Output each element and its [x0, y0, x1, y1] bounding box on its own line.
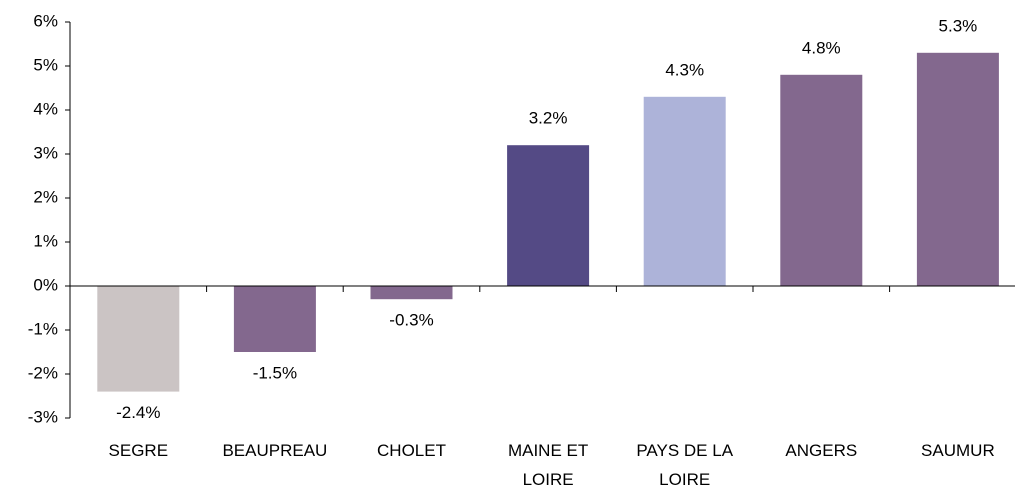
y-tick-label: 0% [33, 275, 58, 294]
x-tick-label: PAYS DE LA LOIRE [636, 441, 734, 486]
x-tick-label: CHOLET [377, 441, 446, 460]
bar [97, 286, 180, 392]
y-tick-label: 4% [33, 99, 58, 118]
data-label: 4.3% [665, 60, 704, 79]
y-tick-label: 2% [33, 187, 58, 206]
x-tick-label: ANGERS [785, 441, 858, 460]
y-tick-label: -2% [28, 363, 58, 382]
y-tick-label: -1% [28, 319, 58, 338]
x-tick-label: SAUMUR [921, 441, 995, 460]
data-label: -2.4% [116, 403, 160, 422]
x-tick-label: BEAUPREAU [222, 441, 328, 460]
bar [916, 52, 999, 286]
y-tick-label: 6% [33, 11, 58, 30]
bar [507, 145, 590, 286]
data-label: 5.3% [939, 16, 978, 35]
bar [780, 74, 863, 286]
y-tick-label: 3% [33, 143, 58, 162]
data-label: -1.5% [253, 363, 297, 382]
x-tick-label: SEGRE [108, 441, 169, 460]
bar [370, 286, 453, 300]
y-tick-label: 1% [33, 231, 58, 250]
y-tick-label: 5% [33, 55, 58, 74]
data-label: 3.2% [529, 109, 568, 128]
x-tick-label: MAINE ET LOIRE [507, 441, 589, 486]
bar [643, 96, 726, 286]
bar [233, 286, 316, 352]
data-label: -0.3% [389, 311, 433, 330]
data-label: 4.8% [802, 38, 841, 57]
y-tick-label: -3% [28, 407, 58, 426]
